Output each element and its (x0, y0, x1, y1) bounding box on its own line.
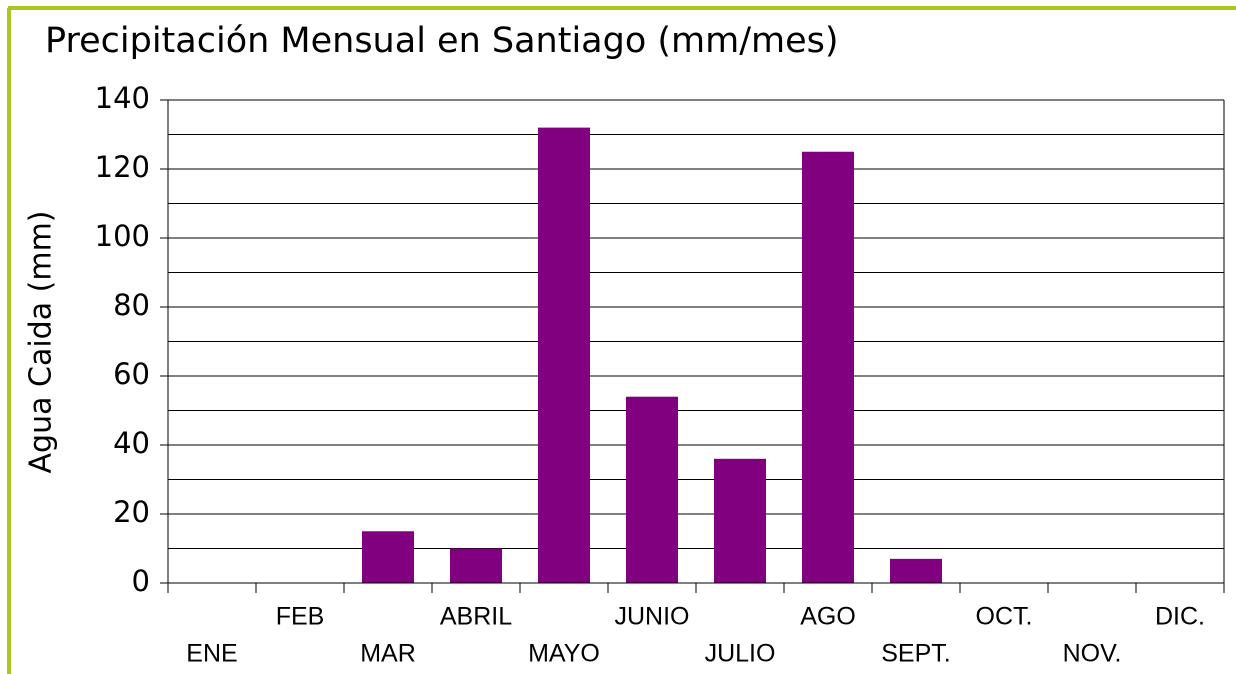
x-tick-label: DIC. (1155, 603, 1205, 631)
y-tick-label: 120 (95, 150, 150, 184)
bar (538, 127, 590, 583)
y-tick-label: 0 (132, 564, 150, 598)
x-tick-label: JUNIO (615, 603, 690, 631)
x-tick-label: JULIO (705, 640, 776, 668)
bar (626, 396, 678, 583)
x-tick-label: FEB (276, 603, 325, 631)
chart-title: Precipitación Mensual en Santiago (mm/me… (45, 21, 839, 61)
y-tick-label: 20 (113, 495, 150, 529)
bar (362, 531, 414, 583)
bar (802, 151, 854, 583)
x-tick-label: MAR (360, 640, 416, 668)
y-tick-label: 140 (95, 81, 150, 115)
y-axis-label: Agua Caida (mm) (24, 211, 59, 474)
x-tick-label: SEPT. (881, 640, 950, 668)
y-tick-label: 100 (95, 219, 150, 253)
x-tick-label: OCT. (976, 603, 1033, 631)
y-tick-label: 80 (113, 288, 150, 322)
x-tick-label: ABRIL (440, 603, 512, 631)
bar (450, 548, 502, 583)
x-tick-label: ENE (186, 640, 237, 668)
bar (714, 458, 766, 583)
y-tick-label: 60 (113, 357, 150, 391)
x-tick-label: MAYO (528, 640, 600, 668)
x-tick-label: AGO (800, 603, 856, 631)
x-tick-label: NOV. (1063, 640, 1122, 668)
y-tick-label: 40 (113, 426, 150, 460)
bar (890, 558, 942, 583)
